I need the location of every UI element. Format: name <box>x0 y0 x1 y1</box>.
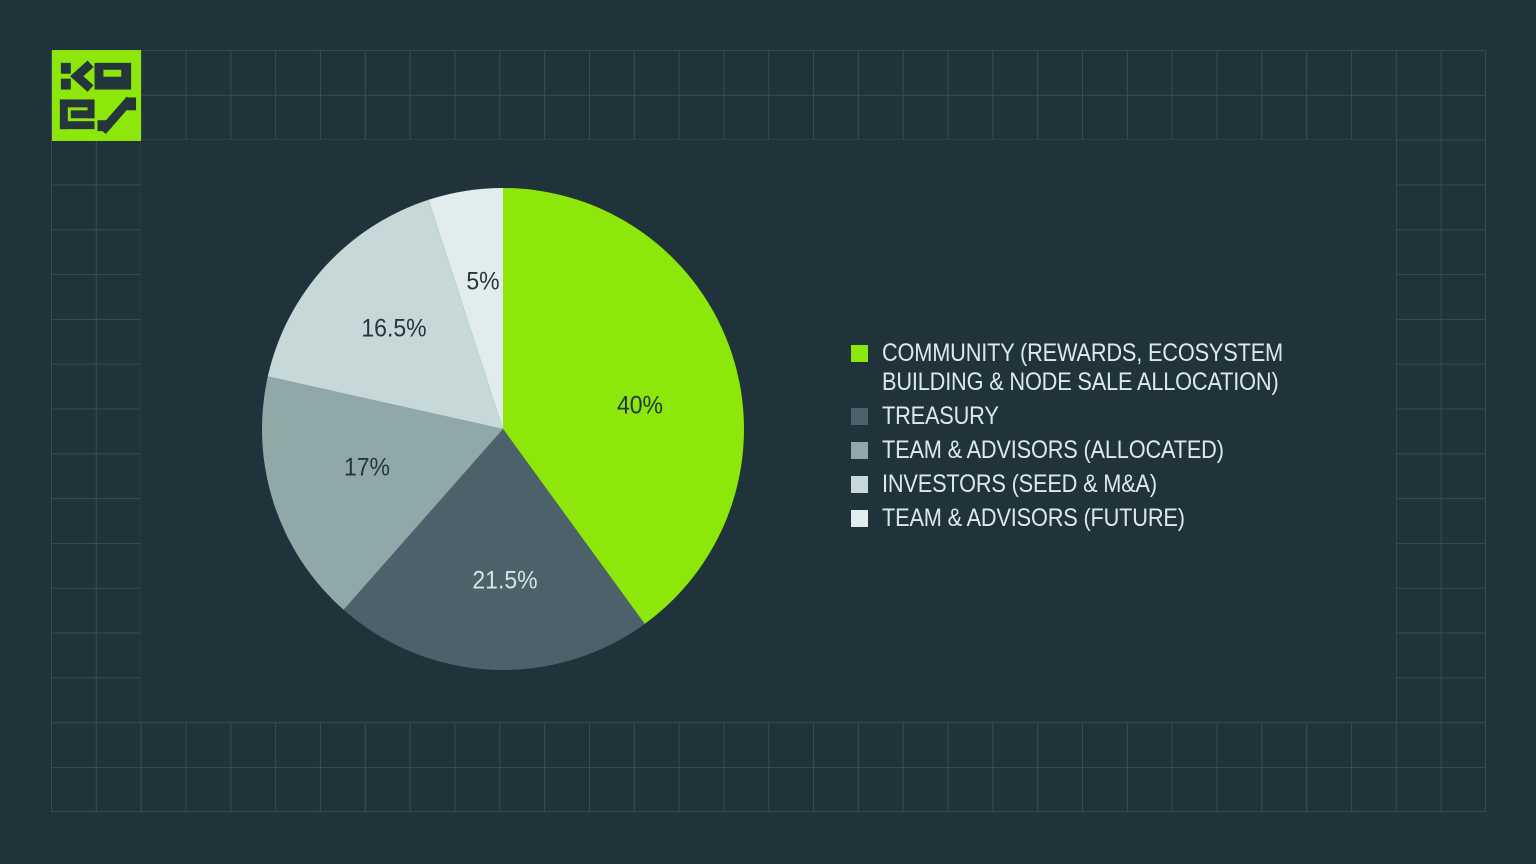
legend-label: COMMUNITY (REWARDS, ECOSYSTEM BUILDING & … <box>882 339 1283 396</box>
legend-label: INVESTORS (SEED & M&A) <box>882 470 1157 498</box>
slice-label: 17% <box>343 453 391 482</box>
legend-label: TEAM & ADVISORS (FUTURE) <box>882 504 1185 532</box>
pie-slice <box>503 188 744 624</box>
legend-swatch <box>851 510 868 527</box>
legend-item: TEAM & ADVISORS (ALLOCATED) <box>851 436 1343 465</box>
pie-slice <box>261 376 503 610</box>
legend-swatch <box>851 345 868 362</box>
pie-slice <box>428 188 503 429</box>
slice-label: 21.5% <box>472 566 538 595</box>
kgen-logo <box>52 50 141 141</box>
legend-item: TEAM & ADVISORS (FUTURE) <box>851 504 1343 533</box>
legend-label: TREASURY <box>882 402 999 430</box>
legend: COMMUNITY (REWARDS, ECOSYSTEM BUILDING & … <box>851 339 1343 533</box>
slice-label: 16.5% <box>361 314 427 343</box>
legend-item: COMMUNITY (REWARDS, ECOSYSTEM BUILDING & … <box>851 339 1343 397</box>
legend-swatch <box>851 476 868 493</box>
legend-swatch <box>851 408 868 425</box>
pie-slice <box>343 429 645 671</box>
slice-label: 5% <box>466 267 500 296</box>
legend-label: TEAM & ADVISORS (ALLOCATED) <box>882 436 1224 464</box>
legend-swatch <box>851 442 868 459</box>
legend-item: INVESTORS (SEED & M&A) <box>851 470 1343 499</box>
slice-label: 40% <box>616 391 664 420</box>
legend-item: TREASURY <box>851 402 1343 431</box>
kgen-logo-mark <box>52 50 141 141</box>
pie-slice <box>267 199 503 429</box>
